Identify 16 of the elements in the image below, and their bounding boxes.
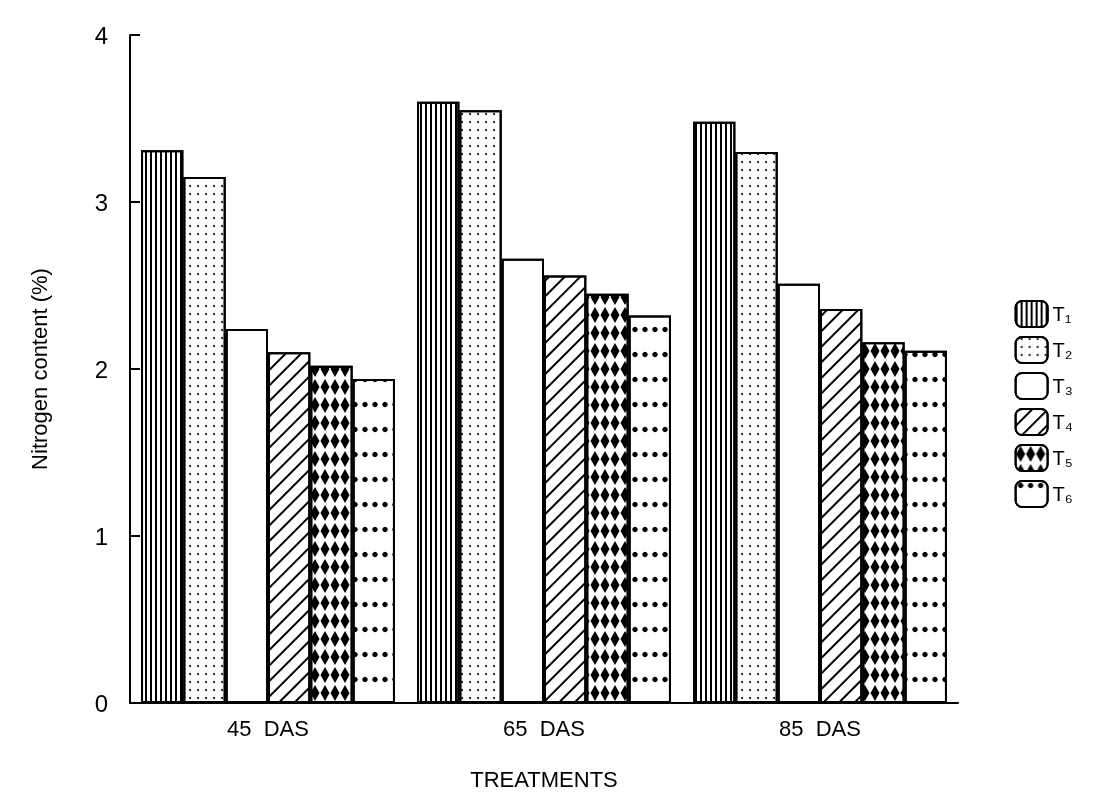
legend-label: T₄ [1052,411,1074,433]
y-axis-title: Nitrogen content (%) [26,268,52,470]
x-axis-title: TREATMENTS [470,766,618,792]
y-tick-label: 4 [94,21,108,49]
y-tick-label: 0 [94,689,108,717]
x-tick-label: 65 DAS [503,715,585,741]
x-tick-label: 45 DAS [227,715,309,741]
legend-label: T₆ [1052,483,1073,505]
legend-label: T₅ [1052,447,1073,469]
legend-label: T₁ [1052,303,1072,325]
legend-label: T₃ [1052,375,1073,397]
y-tick-label: 3 [94,188,108,216]
y-tick-label: 1 [94,522,108,550]
x-tick-label: 85 DAS [779,715,861,741]
legend-label: T₂ [1052,339,1073,361]
y-tick-label: 2 [94,355,108,383]
